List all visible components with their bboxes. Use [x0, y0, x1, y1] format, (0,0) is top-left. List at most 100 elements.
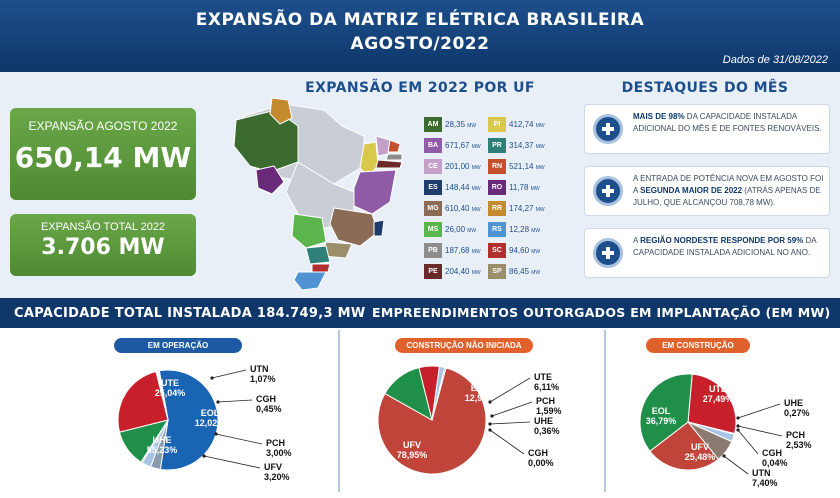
uf-code: SC — [488, 242, 506, 258]
uf-row: CE 201,00 MW RN 521,14 MW — [424, 158, 552, 174]
uf-cell-pr: PR 314,37 MW — [488, 137, 552, 153]
kpi-total: EXPANSÃO TOTAL 2022 3.706 MW — [10, 214, 196, 276]
uf-cell-ba: BA 671,67 MW — [424, 137, 488, 153]
pie-label-cgh: CGH — [762, 448, 782, 458]
map-state-pb — [385, 153, 403, 161]
uf-value: 610,40 MW — [445, 203, 481, 213]
uf-cell-pi: PI 412,74 MW — [488, 116, 552, 132]
pie-slice-ute — [687, 373, 737, 435]
pie-label-ute: UTE — [161, 378, 179, 388]
uf-code: SP — [488, 263, 506, 279]
uf-row: MS 26,00 MW RS 12,28 MW — [424, 221, 552, 237]
map-state-rs — [293, 271, 327, 291]
total-capacity-value: 184.749,3 MW — [256, 306, 366, 321]
leader-dot-ute — [488, 400, 492, 404]
leader-dot-utn — [210, 376, 214, 380]
leader-line-utn — [723, 455, 749, 475]
highlight-card-1: MAIS DE 98% DA CAPACIDADE INSTALADA ADIC… — [584, 104, 830, 154]
pie-value-uhe: 55,23% — [147, 445, 178, 455]
kpi-month-label: EXPANSÃO AGOSTO 2022 — [28, 119, 178, 133]
uf-code: ES — [424, 179, 442, 195]
uf-cell-pb: PB 187,68 MW — [424, 242, 488, 258]
pie-value-ute: 25,04% — [155, 388, 186, 398]
kpi-total-value: 3.706 MW — [41, 235, 165, 260]
leader-dot-uhe — [488, 422, 492, 426]
plus-icon — [593, 114, 623, 144]
map-state-sc — [311, 263, 331, 273]
pie-value-pch: 3,00% — [266, 448, 292, 458]
leader-line-ute — [489, 377, 531, 403]
pie-label-eol: EOL — [652, 406, 671, 416]
leader-line-pch — [737, 425, 783, 437]
highlight-text-1: MAIS DE 98% DA CAPACIDADE INSTALADA ADIC… — [633, 112, 822, 133]
pie-label-pch: PCH — [536, 396, 555, 406]
uf-cell-am: AM 28,35 MW — [424, 116, 488, 132]
leader-dot-pch — [490, 414, 494, 418]
plus-icon — [593, 176, 623, 206]
map-state-ro — [255, 165, 285, 195]
uf-value: 28,35 MW — [445, 119, 477, 129]
uf-code: RO — [488, 179, 506, 195]
data-date: Dados de 31/08/2022 — [722, 54, 828, 66]
pie-slices — [377, 365, 487, 475]
map-state-ms — [291, 213, 327, 249]
uf-cell-rr: RR 174,27 MW — [488, 200, 552, 216]
pie-title-construcao: EM CONSTRUÇÃO — [646, 338, 750, 353]
kpi-month: EXPANSÃO AGOSTO 2022 650,14 MW — [10, 108, 196, 200]
uf-value: 94,60 MW — [509, 245, 541, 255]
pie-label-ufv: UFV — [264, 462, 282, 472]
pie-slice-ute — [117, 370, 169, 433]
pie-value-ute: 6,11% — [534, 382, 559, 392]
leader-line-cgh — [217, 399, 253, 403]
pie-slice-eol — [639, 373, 693, 452]
map-state-mg — [329, 207, 379, 247]
pie-value-ufv: 25,48% — [685, 452, 716, 462]
pie-value-utn: 7,40% — [752, 478, 778, 488]
uf-cell-rn: RN 521,14 MW — [488, 158, 552, 174]
uf-cell-sp: SP 86,45 MW — [488, 263, 552, 279]
uf-row: MG 610,40 MW RR 174,27 MW — [424, 200, 552, 216]
uf-code: PE — [424, 263, 442, 279]
uf-code: MG — [424, 200, 442, 216]
highlight-text-3: A REGIÃO NORDESTE RESPONDE POR 59% DA CA… — [633, 236, 817, 257]
uf-value: 314,37 MW — [509, 140, 545, 150]
uf-cell-pe: PE 204,40 MW — [424, 263, 488, 279]
uf-value: 12,28 MW — [509, 224, 541, 234]
leader-dot-pch — [736, 424, 740, 428]
pie-label-uhe: UHE — [152, 435, 171, 445]
leader-line-cgh — [737, 429, 759, 455]
pie-value-eol: 36,79% — [646, 416, 677, 426]
leader-line-cgh — [489, 429, 525, 455]
highlights-title: DESTAQUES DO MÊS — [621, 80, 789, 96]
uf-cell-sc: SC 94,60 MW — [488, 242, 552, 258]
pie-value-utn: 1,07% — [250, 374, 276, 384]
pie-label-uhe: UHE — [534, 416, 553, 426]
pie-label-eol: EOL — [201, 408, 220, 418]
leader-line-uhe — [489, 421, 531, 425]
uf-cell-ce: CE 201,00 MW — [424, 158, 488, 174]
uf-code: RS — [488, 221, 506, 237]
map-state-pr — [305, 245, 331, 265]
map-state-ce — [375, 135, 391, 157]
pie-label-utn: UTN — [752, 468, 771, 478]
brazil-map — [233, 97, 403, 291]
uf-value: 11,78 MW — [509, 182, 540, 192]
page-title: EXPANSÃO DA MATRIZ ELÉTRICA BRASILEIRA — [195, 10, 645, 30]
pie-panel-nao-iniciada: CONSTRUÇÃO NÃO INICIADA UFV 78,95% EOL 12,9… — [340, 330, 606, 492]
uf-code: RN — [488, 158, 506, 174]
uf-value: 204,40 MW — [445, 266, 481, 276]
pie-value-ufv: 78,95% — [397, 450, 428, 460]
map-state-pe — [375, 159, 403, 169]
pie-label-eol: EOL — [471, 383, 490, 393]
pie-label-cgh: CGH — [528, 448, 548, 458]
pie-label-uhe: UHE — [784, 398, 803, 408]
uf-code: CE — [424, 158, 442, 174]
uf-value: 148,44 MW — [445, 182, 481, 192]
pie-label-pch: PCH — [786, 430, 805, 440]
pie-label-cgh: CGH — [256, 394, 276, 404]
uf-value: 26,00 MW — [445, 224, 477, 234]
leader-line-pch — [215, 433, 263, 445]
outorgados-title: EMPREENDIMENTOS OUTORGADOS EM IMPLANTAÇÃ… — [372, 305, 831, 320]
